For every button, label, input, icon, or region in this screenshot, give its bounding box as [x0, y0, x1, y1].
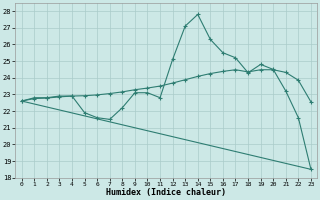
X-axis label: Humidex (Indice chaleur): Humidex (Indice chaleur) [106, 188, 226, 197]
